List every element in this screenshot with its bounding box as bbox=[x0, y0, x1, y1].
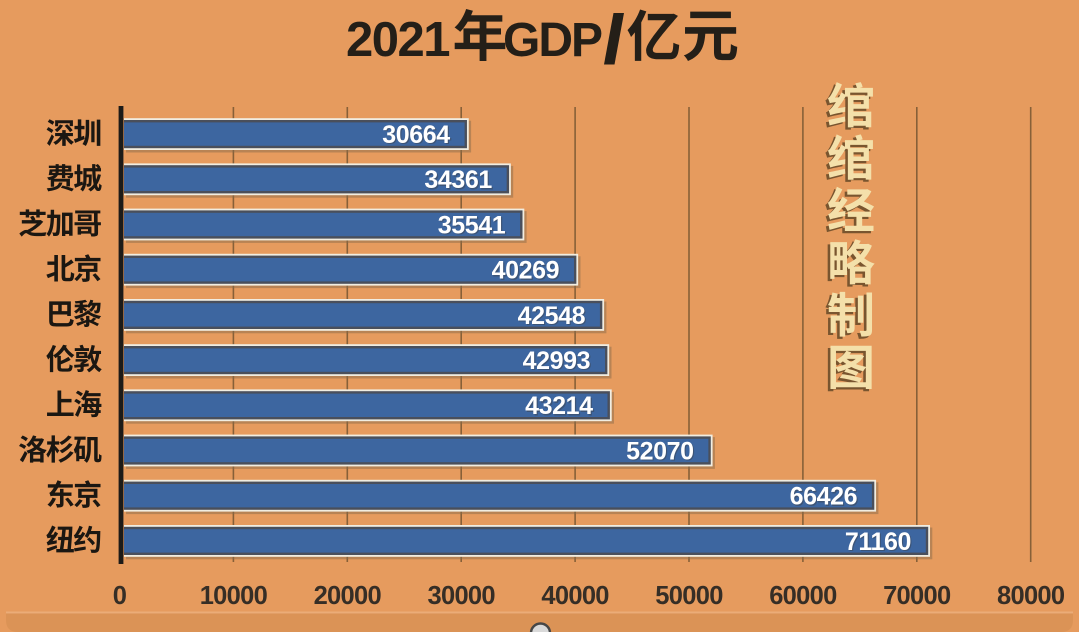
svg-text:71160: 71160 bbox=[845, 528, 911, 556]
svg-text:50000: 50000 bbox=[655, 582, 723, 610]
svg-text:35541: 35541 bbox=[438, 211, 506, 239]
svg-text:34361: 34361 bbox=[426, 167, 494, 195]
svg-text:60000: 60000 bbox=[769, 582, 837, 610]
svg-text:30000: 30000 bbox=[427, 582, 495, 610]
svg-text:42548: 42548 bbox=[518, 302, 586, 330]
svg-text:43214: 43214 bbox=[525, 392, 593, 420]
svg-text:40000: 40000 bbox=[541, 582, 609, 610]
svg-text:GDP: GDP bbox=[503, 14, 602, 67]
svg-text:66426: 66426 bbox=[790, 483, 858, 511]
svg-text:35541: 35541 bbox=[439, 213, 507, 241]
svg-text:10000: 10000 bbox=[200, 582, 268, 610]
svg-text:42993: 42993 bbox=[523, 347, 591, 375]
svg-text:2021: 2021 bbox=[346, 13, 449, 67]
svg-text:43214: 43214 bbox=[526, 393, 594, 421]
svg-text:20000: 20000 bbox=[314, 582, 382, 610]
svg-text:40269: 40269 bbox=[493, 258, 561, 286]
svg-text:42548: 42548 bbox=[519, 303, 587, 331]
svg-text:52070: 52070 bbox=[626, 437, 694, 465]
svg-text:34361: 34361 bbox=[424, 166, 492, 194]
svg-text:42993: 42993 bbox=[524, 348, 592, 376]
svg-text:30664: 30664 bbox=[383, 122, 451, 150]
svg-text:0: 0 bbox=[113, 582, 127, 610]
svg-text:40269: 40269 bbox=[492, 257, 560, 285]
svg-text:70000: 70000 bbox=[883, 582, 951, 610]
svg-text:66426: 66426 bbox=[791, 484, 859, 512]
svg-text:30664: 30664 bbox=[382, 121, 450, 149]
svg-text:52070: 52070 bbox=[627, 439, 695, 467]
svg-text:80000: 80000 bbox=[997, 582, 1065, 610]
svg-text:71160: 71160 bbox=[846, 529, 912, 557]
